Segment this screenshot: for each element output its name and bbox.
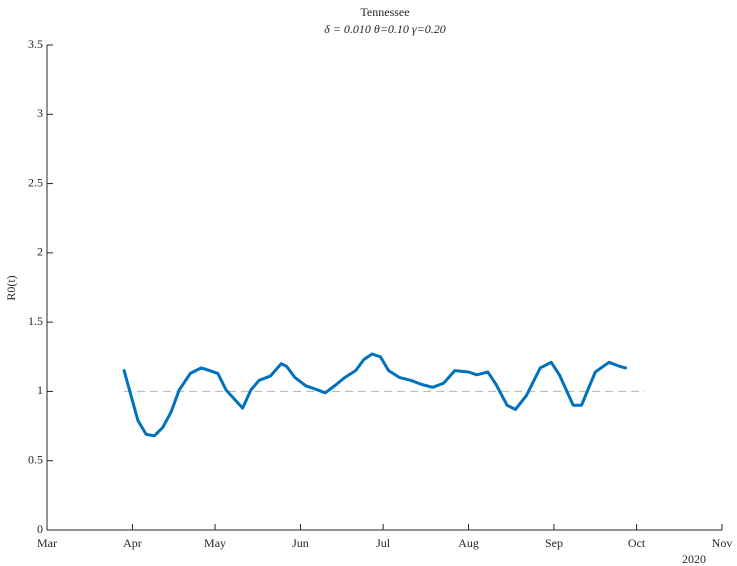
x-tick-label: Sep [545,536,563,550]
y-tick-label: 1 [37,383,43,397]
y-tick-label: 1.5 [28,314,43,328]
x-tick-label: Mar [37,536,57,550]
x-tick-label: Apr [123,536,142,550]
y-tick-label: 2 [37,245,43,259]
y-tick-label: 0.5 [28,452,43,466]
chart-title: Tennessee [360,5,409,19]
line [122,352,628,438]
y-tick-label: 3 [37,106,43,120]
chart-subtitle: δ = 0.010 θ=0.10 γ=0.20 [324,22,446,36]
x-tick-label: Jul [376,536,391,550]
x-year-label: 2020 [682,552,706,566]
x-tick-label: Jun [292,536,309,550]
x-tick-label: Aug [458,536,479,550]
y-tick-label: 2.5 [28,175,43,189]
y-axis-label: R0(t) [4,275,18,300]
x-tick-label: May [204,536,226,550]
y-tick-label: 0 [37,522,43,536]
y-tick-label: 3.5 [28,37,43,51]
x-tick-label: Oct [628,536,646,550]
x-tick-label: Nov [712,536,733,550]
